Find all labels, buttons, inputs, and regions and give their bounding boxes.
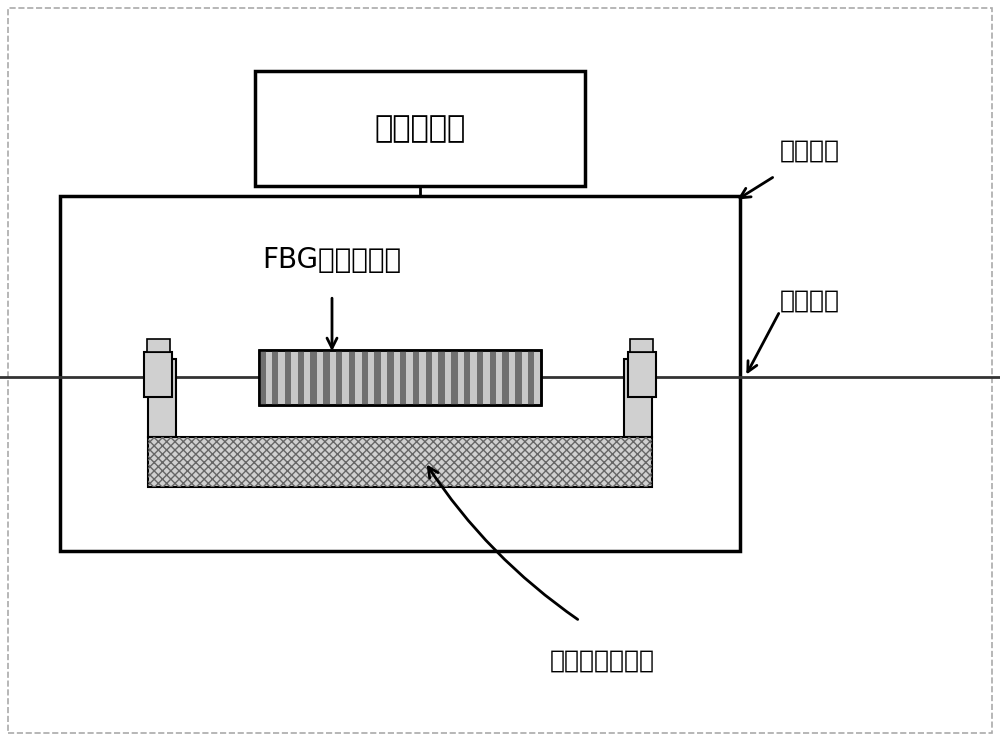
Bar xyxy=(438,350,445,405)
Text: 压电精密调节台: 压电精密调节台 xyxy=(550,649,655,673)
Bar xyxy=(310,350,317,405)
Bar xyxy=(464,350,470,405)
Text: 传导光纤: 传导光纤 xyxy=(780,289,840,313)
Bar xyxy=(528,350,534,405)
Bar xyxy=(148,437,652,487)
Bar xyxy=(413,350,419,405)
Bar xyxy=(272,350,278,405)
Bar xyxy=(298,350,304,405)
Bar xyxy=(285,350,291,405)
Bar xyxy=(336,350,342,405)
Bar xyxy=(148,437,652,487)
Bar xyxy=(426,350,432,405)
Bar xyxy=(630,339,653,352)
Bar xyxy=(624,359,652,437)
Bar xyxy=(144,352,172,397)
Bar xyxy=(628,352,656,397)
Bar xyxy=(349,350,355,405)
Bar xyxy=(515,350,522,405)
Bar xyxy=(259,350,541,405)
Text: 恒温温箱: 恒温温箱 xyxy=(780,139,840,163)
Bar xyxy=(374,350,381,405)
Bar xyxy=(502,350,509,405)
Bar xyxy=(259,350,541,405)
Bar xyxy=(148,359,176,437)
Bar xyxy=(451,350,458,405)
Bar xyxy=(255,71,585,186)
Text: FBG背景滤波器: FBG背景滤波器 xyxy=(262,246,402,274)
Text: 温度控制器: 温度控制器 xyxy=(374,114,466,143)
Bar xyxy=(477,350,483,405)
Bar xyxy=(60,196,740,551)
Bar xyxy=(400,350,406,405)
Bar xyxy=(387,350,394,405)
Bar xyxy=(490,350,496,405)
Bar xyxy=(362,350,368,405)
Bar xyxy=(147,339,170,352)
Bar xyxy=(259,350,266,405)
Bar xyxy=(323,350,330,405)
